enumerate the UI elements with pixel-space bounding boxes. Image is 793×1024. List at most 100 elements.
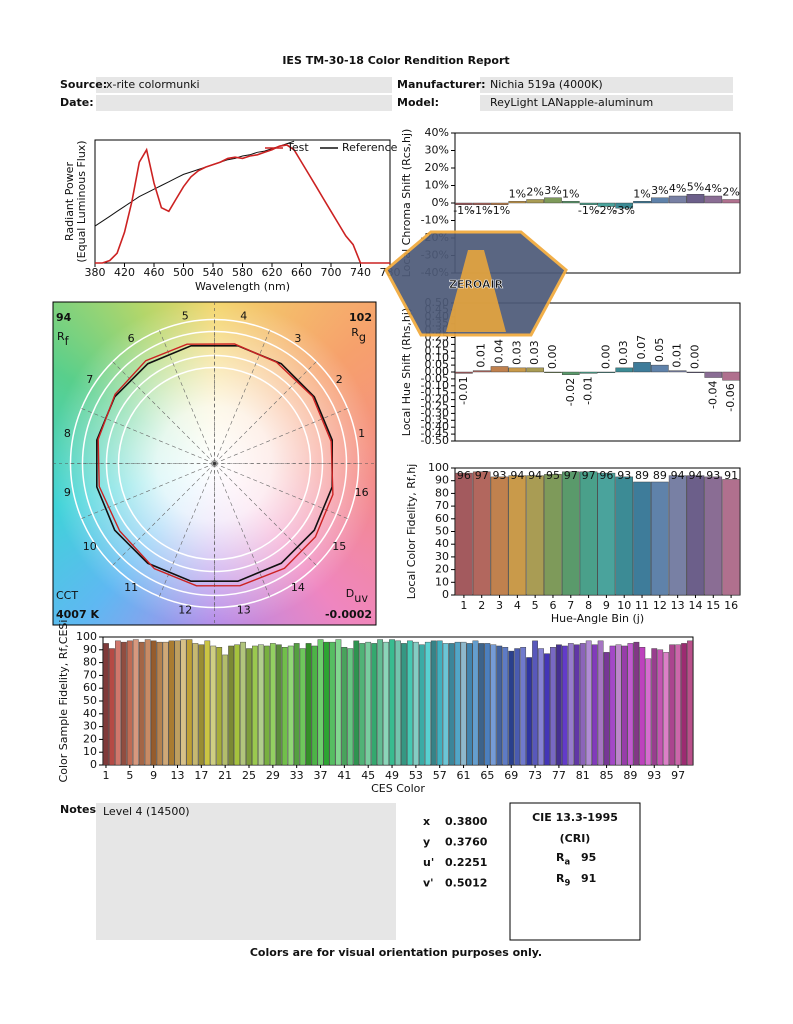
bar (686, 475, 705, 596)
y-tick-label: -0.40 (421, 420, 449, 433)
radial-line (159, 330, 215, 464)
x-tick-label: 37 (314, 769, 328, 782)
chromaticity-value: 0.3760 (445, 836, 488, 849)
bar (681, 643, 687, 766)
bin-label: 8 (64, 427, 71, 440)
notes-box (96, 803, 396, 940)
y-tick-label: 30% (425, 144, 449, 157)
x-tick-label: 15 (706, 599, 720, 612)
x-tick-label: 97 (671, 769, 685, 782)
bin-label: 3 (294, 332, 301, 345)
bar (484, 643, 491, 766)
x-tick-label: 85 (600, 769, 614, 782)
bar (520, 647, 527, 766)
duv-label: Duv (346, 587, 369, 605)
x-tick-label: 3 (496, 599, 503, 612)
x-tick-label: 2 (478, 599, 485, 612)
y-tick-label: 30 (435, 550, 449, 563)
value-label: 0.03 (528, 340, 541, 365)
r9-label-symbol: R (556, 872, 565, 885)
test-polygon (97, 343, 334, 587)
cri-subtitle: (CRI) (560, 832, 591, 845)
radial-line (214, 463, 348, 519)
value-label: -3% (614, 204, 635, 217)
field-value: x-rite colormunki (106, 78, 200, 91)
x-tick-label: 89 (623, 769, 637, 782)
bin-label: 6 (128, 332, 135, 345)
y-tick-label: 0.10 (425, 351, 450, 364)
chromaticity-value: 0.5012 (445, 877, 487, 890)
bar (579, 371, 598, 374)
bar (609, 645, 616, 766)
x-tick-label: 500 (173, 266, 194, 279)
bar (186, 639, 193, 766)
bar (311, 645, 318, 766)
bar (305, 643, 312, 766)
bar (651, 648, 658, 766)
bar (722, 479, 740, 596)
value-label: -1% (578, 204, 599, 217)
bar (686, 194, 705, 204)
value-label: -1% (489, 204, 510, 217)
value-label: 0.00 (546, 345, 559, 370)
bar (401, 643, 407, 766)
y-tick-label: 0.00 (425, 365, 450, 378)
y-tick-label: 70 (435, 499, 449, 512)
bar (526, 657, 532, 766)
bar (633, 362, 651, 373)
x-tick-label: 53 (409, 769, 423, 782)
y-tick-label: -0.50 (421, 434, 449, 447)
bar (687, 640, 693, 766)
bar (633, 641, 640, 766)
value-label: 0.01 (671, 343, 684, 368)
bar (180, 639, 187, 766)
x-tick-label: 11 (635, 599, 649, 612)
bar (591, 644, 598, 766)
bar (412, 641, 419, 766)
value-label: 97 (582, 469, 596, 482)
duv-label-subscript: uv (354, 592, 368, 605)
x-tick-label: 81 (576, 769, 590, 782)
bar (168, 640, 175, 766)
radial-line (214, 330, 270, 464)
value-label: -1% (471, 204, 492, 217)
bar (103, 643, 109, 766)
x-tick-label: 8 (585, 599, 592, 612)
bar (508, 367, 527, 373)
bar (281, 647, 288, 766)
bar (675, 644, 681, 766)
y-tick-label: -0.25 (421, 400, 449, 413)
bar (144, 639, 151, 766)
x-tick-label: 1 (460, 599, 467, 612)
footer: Colors are for visual orientation purpos… (250, 946, 542, 959)
bar (627, 643, 634, 766)
bin-label: 2 (336, 373, 343, 386)
value-label: 0.07 (635, 335, 648, 360)
bin-label: 5 (182, 309, 189, 322)
radial-line (112, 361, 215, 464)
y-tick-label: 40 (83, 707, 97, 720)
bar (603, 652, 610, 766)
center (213, 462, 216, 465)
bar (478, 643, 485, 766)
ra-label-subscript: a (564, 856, 570, 866)
y-tick-label: 20 (435, 563, 449, 576)
bin-label: 7 (86, 373, 93, 386)
value-label: 0.05 (653, 338, 666, 363)
chromaticity-label: u' (423, 856, 434, 869)
x-tick-label: 5 (126, 769, 133, 782)
x-tick-label: 620 (262, 266, 283, 279)
rg-value: 102 (349, 311, 372, 324)
radial-line (214, 463, 317, 566)
y-tick-label: -0.05 (421, 372, 449, 385)
bar (275, 644, 282, 766)
r9-value: 91 (581, 872, 596, 885)
y-tick-label: 100 (76, 630, 97, 643)
bar (234, 644, 240, 766)
y-tick-label: 20% (425, 161, 449, 174)
report-title: IES TM-30-18 Color Rendition Report (282, 54, 509, 67)
r9-label-subscript: 9 (564, 877, 570, 887)
bar (192, 643, 199, 766)
value-label: -1% (453, 204, 474, 217)
radial-line (81, 408, 215, 464)
